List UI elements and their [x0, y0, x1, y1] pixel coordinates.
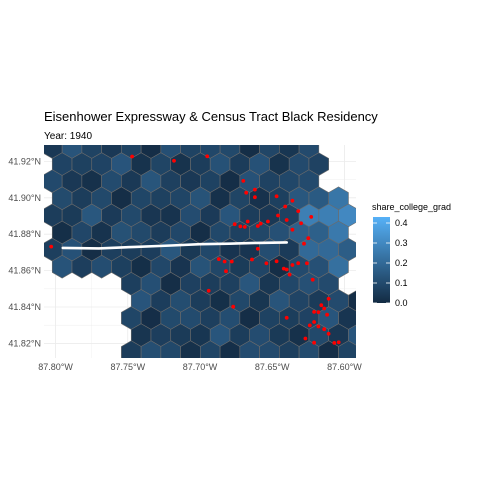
hex-cell — [338, 340, 356, 358]
y-tick-label: 41.82°N — [8, 338, 41, 348]
residency-point — [264, 261, 269, 266]
residency-point — [206, 288, 211, 293]
residency-point — [232, 222, 237, 227]
residency-point — [310, 277, 315, 282]
residency-point — [274, 194, 279, 199]
residency-point — [276, 213, 280, 218]
y-tick-label: 41.88°N — [8, 229, 41, 239]
residency-point — [322, 306, 327, 311]
residency-point — [316, 324, 321, 329]
chart-subtitle: Year: 1940 — [44, 131, 92, 142]
y-tick-label: 41.90°N — [8, 193, 41, 203]
residency-point — [253, 195, 257, 200]
residency-point — [326, 296, 331, 301]
residency-point — [326, 331, 331, 336]
expressway-layer — [61, 241, 288, 250]
residency-point — [284, 315, 289, 320]
residency-point — [253, 187, 257, 192]
legend-title: share_college_grad — [372, 202, 451, 212]
hex-cell — [348, 290, 356, 312]
residency-point — [238, 224, 243, 229]
residency-point — [242, 225, 247, 229]
residency-point — [312, 340, 316, 345]
x-tick-label: 87.75°W — [110, 362, 145, 372]
residency-point — [307, 323, 312, 328]
residency-point — [316, 310, 321, 314]
residency-point — [231, 304, 236, 309]
residency-point — [312, 310, 316, 314]
chart-title: Eisenhower Expressway & Census Tract Bla… — [44, 109, 378, 124]
x-axis-ticks: 87.80°W 87.75°W 87.70°W 87.65°W 87.60°W — [38, 362, 362, 372]
x-tick-label: 87.80°W — [38, 362, 73, 372]
residency-point — [281, 266, 286, 271]
residency-point — [319, 303, 324, 308]
residency-point — [302, 241, 306, 246]
residency-point — [299, 221, 303, 226]
x-tick-label: 87.60°W — [327, 362, 362, 372]
y-axis-ticks: 41.82°N 41.84°N 41.86°N 41.88°N 41.90°N 41.92… — [8, 156, 41, 348]
residency-point — [130, 154, 135, 159]
residency-point — [172, 158, 176, 163]
residency-point — [274, 259, 279, 264]
x-tick-label: 87.70°W — [183, 362, 218, 372]
residency-points-layer — [49, 154, 341, 345]
x-tick-label: 87.65°W — [255, 362, 290, 372]
residency-point — [205, 154, 210, 159]
residency-point — [290, 263, 295, 267]
legend-break-label: 0.0 — [395, 298, 408, 308]
residency-point — [306, 236, 311, 241]
residency-point — [258, 221, 263, 226]
legend-break-label: 0.2 — [395, 258, 408, 268]
color-legend: share_college_grad 0.0 0.1 0.2 0.3 0.4 — [372, 202, 451, 308]
residency-point — [255, 246, 260, 251]
residency-point — [245, 219, 250, 224]
hex-cell — [348, 324, 356, 346]
residency-point — [336, 340, 341, 345]
residency-point — [283, 204, 288, 209]
residency-point — [49, 244, 54, 249]
residency-point — [322, 327, 327, 332]
y-tick-label: 41.92°N — [8, 156, 41, 166]
legend-colorbar — [373, 217, 390, 303]
residency-point — [216, 257, 221, 261]
residency-point — [224, 269, 228, 274]
expressway-line — [61, 241, 288, 250]
residency-point — [325, 312, 329, 317]
y-tick-label: 41.86°N — [8, 266, 41, 276]
legend-break-label: 0.4 — [395, 218, 408, 228]
residency-point — [290, 227, 295, 232]
residency-point — [296, 261, 301, 266]
residency-point — [229, 259, 234, 264]
residency-point — [303, 336, 308, 341]
hexbin-layer — [44, 145, 356, 358]
y-tick-label: 41.84°N — [8, 302, 41, 312]
residency-point — [250, 257, 254, 262]
residency-point — [284, 267, 289, 272]
residency-point — [222, 259, 227, 264]
residency-point — [255, 224, 260, 228]
residency-point — [241, 179, 246, 183]
legend-break-label: 0.1 — [395, 278, 408, 288]
residency-point — [244, 190, 249, 195]
legend-breaks: 0.0 0.1 0.2 0.3 0.4 — [373, 218, 408, 308]
residency-point — [266, 219, 270, 224]
residency-point — [284, 218, 289, 222]
legend-break-label: 0.3 — [395, 238, 408, 248]
residency-point — [296, 209, 301, 214]
residency-point — [290, 198, 295, 203]
residency-point — [332, 341, 337, 345]
residency-point — [287, 272, 292, 277]
residency-point — [305, 261, 309, 266]
residency-point — [312, 320, 316, 324]
residency-point — [309, 215, 314, 219]
